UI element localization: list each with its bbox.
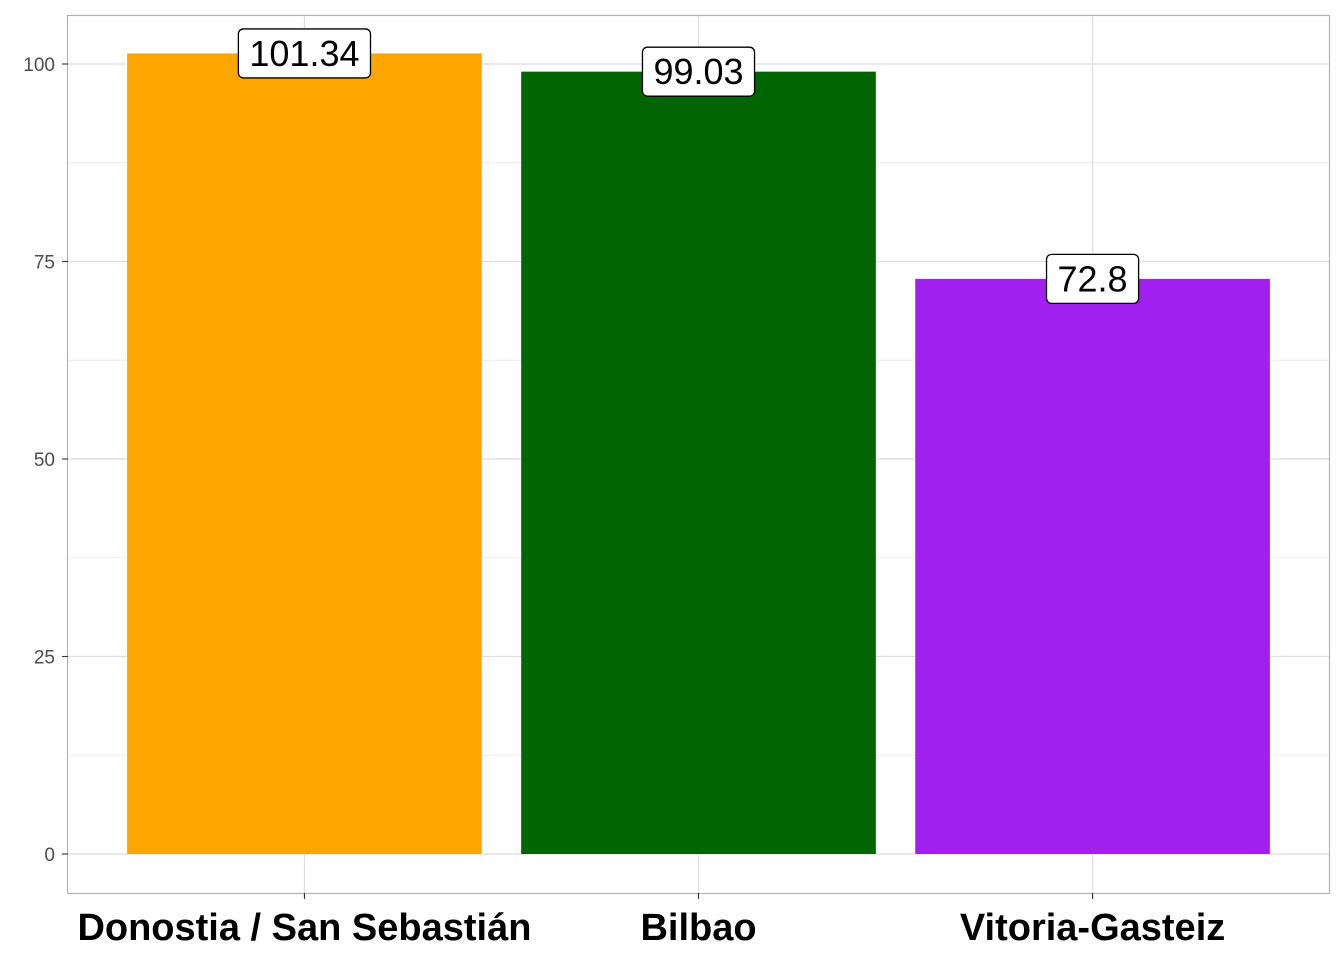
y-tick-label: 100 bbox=[23, 55, 55, 76]
y-tick-label: 25 bbox=[34, 648, 55, 669]
data-label-group: 72.8 bbox=[1045, 253, 1140, 305]
data-label-box bbox=[237, 28, 372, 79]
data-label-box bbox=[1045, 253, 1140, 305]
data-labels: 101.34 99.03 72.8 bbox=[237, 28, 1140, 305]
data-label-group: 101.34 bbox=[237, 28, 372, 79]
y-axis: 0 25 50 75 100 bbox=[23, 55, 68, 866]
bar bbox=[127, 53, 482, 854]
x-tick-label: Donostia / San Sebastián bbox=[77, 907, 531, 949]
bars bbox=[127, 53, 1270, 854]
data-label: 101.34 bbox=[249, 33, 359, 74]
data-label: 99.03 bbox=[653, 51, 743, 92]
data-label: 72.8 bbox=[1058, 258, 1128, 299]
data-label-box bbox=[641, 46, 756, 97]
data-label-group: 99.03 bbox=[641, 46, 756, 97]
y-tick-label: 50 bbox=[34, 450, 55, 471]
y-tick-label: 0 bbox=[44, 845, 55, 866]
x-tick-label: Vitoria-Gasteiz bbox=[960, 907, 1225, 949]
x-tick-label: Bilbao bbox=[640, 907, 756, 949]
x-axis: Donostia / San Sebastián Bilbao Vitoria-Ga… bbox=[77, 893, 1225, 949]
bar bbox=[915, 278, 1270, 854]
bar bbox=[521, 71, 876, 854]
y-tick-label: 75 bbox=[34, 253, 55, 274]
